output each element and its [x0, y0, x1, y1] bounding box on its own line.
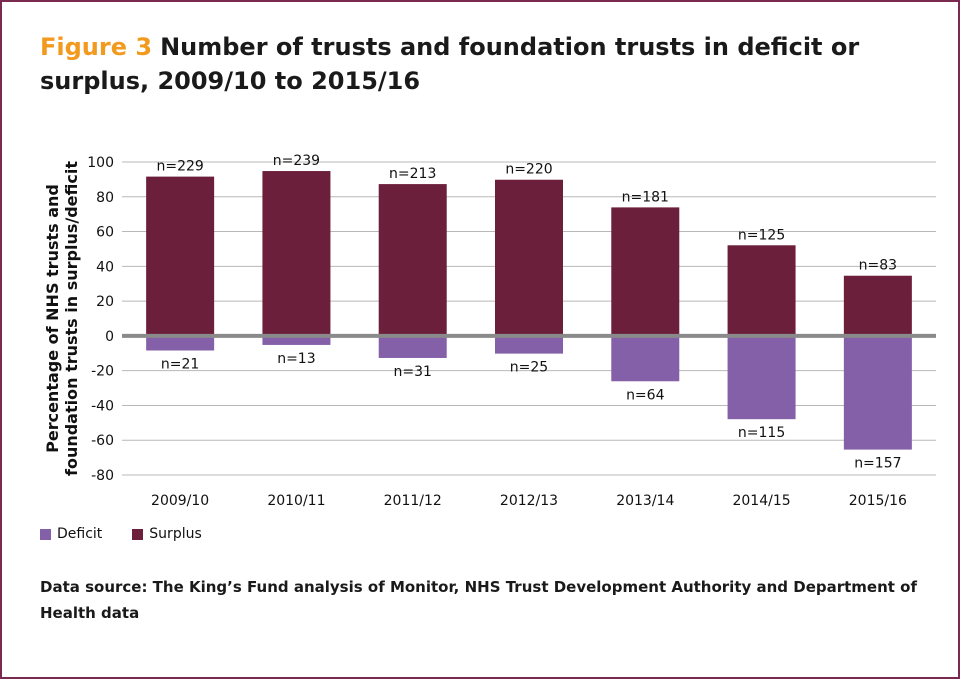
legend-item-deficit: Deficit [40, 526, 102, 542]
legend-swatch-deficit [40, 528, 51, 540]
y-axis-label: Percentage of NHS trusts andfoundation t… [43, 161, 81, 476]
data-label-deficit: n=13 [277, 351, 315, 367]
y-axis-ticks: 100 80 60 40 20 0 -20 -40 -60 -80 [87, 155, 114, 484]
figure-title-text: Number of trusts and foundation trusts i… [40, 33, 860, 95]
bar-chart: n=229 n=21 n=239 n=13 n=213 n=31 n=220 n=25 n=18… [43, 153, 936, 509]
data-label-surplus: n=229 [156, 159, 203, 175]
x-tick-label: 2009/10 [151, 493, 209, 509]
data-label-surplus: n=213 [389, 166, 436, 182]
data-label-surplus: n=220 [505, 162, 552, 178]
bar-deficit [727, 335, 796, 420]
bar-surplus [146, 176, 215, 336]
x-tick-label: 2012/13 [500, 493, 558, 509]
y-tick-label: -80 [91, 468, 114, 484]
data-source-note: Data source: The King’s Fund analysis of… [40, 578, 918, 622]
chart-title: Figure 3 Number of trusts and foundation … [40, 30, 920, 98]
legend-item-surplus: Surplus [132, 526, 202, 542]
bar-surplus [378, 184, 447, 336]
y-tick-label: -20 [91, 364, 114, 380]
bar-deficit [378, 335, 447, 358]
data-label-surplus: n=83 [859, 258, 897, 274]
data-label-deficit: n=115 [738, 425, 785, 441]
bar-deficit [611, 335, 680, 382]
bar-deficit [262, 335, 331, 345]
y-tick-label: 40 [96, 259, 114, 275]
y-tick-label: 100 [87, 155, 114, 171]
y-tick-label: 60 [96, 225, 114, 241]
x-tick-label: 2015/16 [849, 493, 907, 509]
y-tick-label: -40 [91, 398, 114, 414]
y-tick-label: 0 [105, 329, 114, 345]
y-tick-label: 20 [96, 294, 114, 310]
legend-label-deficit: Deficit [57, 526, 103, 542]
data-label-surplus: n=239 [273, 153, 320, 169]
data-label-surplus: n=181 [622, 189, 669, 205]
bar-deficit [495, 335, 563, 354]
bar-deficit [146, 335, 215, 351]
bars [146, 171, 912, 450]
legend: Deficit Surplus [40, 526, 202, 542]
x-axis-ticks: 2009/10 2010/11 2011/12 2012/13 2013/14 2014/… [151, 493, 907, 509]
data-label-deficit: n=31 [394, 364, 432, 380]
x-tick-label: 2013/14 [616, 493, 674, 509]
data-label-deficit: n=157 [854, 456, 901, 472]
data-label-deficit: n=21 [161, 356, 199, 372]
data-label-surplus: n=125 [738, 227, 785, 243]
legend-label-surplus: Surplus [149, 526, 202, 542]
data-label-deficit: n=25 [510, 360, 548, 376]
y-tick-label: 80 [96, 190, 114, 206]
data-label-deficit: n=64 [626, 387, 665, 403]
y-tick-label: -60 [91, 433, 114, 449]
x-tick-label: 2010/11 [267, 493, 325, 509]
bar-surplus [843, 275, 912, 336]
figure-label: Figure 3 [40, 33, 153, 61]
x-tick-label: 2011/12 [384, 493, 442, 509]
data-labels: n=229 n=21 n=239 n=13 n=213 n=31 n=220 n=25 n=18… [156, 153, 901, 472]
x-tick-label: 2014/15 [732, 493, 790, 509]
bar-surplus [611, 207, 680, 336]
bar-surplus [495, 179, 563, 336]
bar-deficit [843, 335, 912, 450]
bar-surplus [727, 245, 796, 336]
legend-swatch-surplus [132, 528, 144, 540]
bar-surplus [262, 171, 331, 336]
